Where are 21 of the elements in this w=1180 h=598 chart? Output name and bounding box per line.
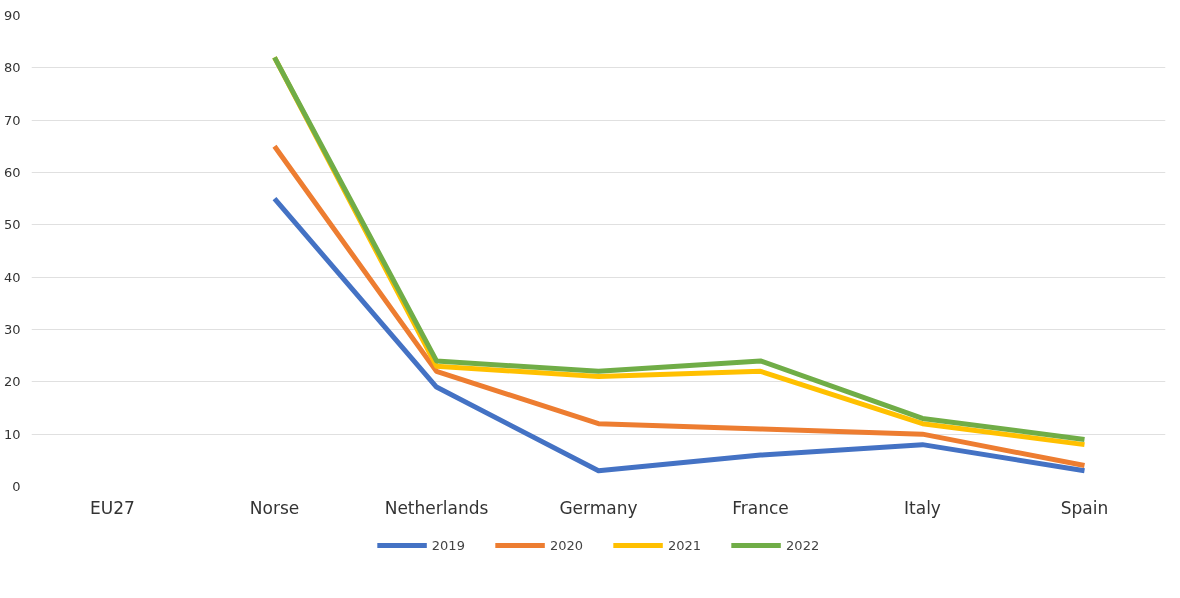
x-tick-label: EU27 — [90, 497, 135, 518]
y-tick-label: 20 — [3, 374, 21, 390]
y-tick-label: 50 — [3, 217, 21, 233]
y-tick-label: 0 — [12, 479, 21, 494]
legend-label: 2020 — [549, 537, 583, 553]
y-tick-label: 80 — [3, 60, 21, 76]
y-tick-label: 70 — [3, 112, 21, 128]
legend-label: 2021 — [668, 537, 702, 553]
y-tick-label: 10 — [3, 426, 21, 442]
x-tick-label: Norse — [249, 497, 300, 518]
x-tick-label: France — [732, 497, 789, 518]
legend-label: 2022 — [786, 537, 820, 553]
x-tick-label: Netherlands — [384, 497, 489, 518]
x-tick-label: Germany — [559, 497, 638, 518]
x-tick-label: Spain — [1060, 497, 1109, 518]
y-tick-label: 30 — [3, 322, 21, 337]
x-tick-label: Italy — [904, 497, 941, 518]
y-tick-label: 60 — [3, 165, 21, 180]
y-tick-label: 40 — [3, 269, 21, 285]
legend-label: 2019 — [431, 537, 465, 553]
y-tick-label: 90 — [3, 8, 21, 23]
